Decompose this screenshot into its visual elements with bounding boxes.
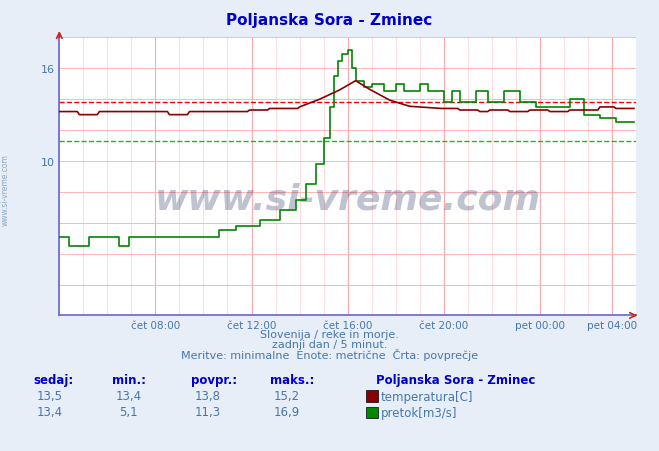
Text: 13,5: 13,5 xyxy=(36,389,63,402)
Text: Poljanska Sora - Zminec: Poljanska Sora - Zminec xyxy=(227,13,432,28)
Text: zadnji dan / 5 minut.: zadnji dan / 5 minut. xyxy=(272,340,387,350)
Text: Slovenija / reke in morje.: Slovenija / reke in morje. xyxy=(260,330,399,340)
Text: temperatura[C]: temperatura[C] xyxy=(381,390,473,403)
Text: www.si-vreme.com: www.si-vreme.com xyxy=(1,153,10,226)
Text: 5,1: 5,1 xyxy=(119,405,138,418)
Text: pretok[m3/s]: pretok[m3/s] xyxy=(381,406,457,419)
Text: maks.:: maks.: xyxy=(270,373,314,386)
Text: 13,4: 13,4 xyxy=(36,405,63,418)
Text: 13,8: 13,8 xyxy=(194,389,221,402)
Text: Poljanska Sora - Zminec: Poljanska Sora - Zminec xyxy=(376,373,535,386)
Text: 13,4: 13,4 xyxy=(115,389,142,402)
Text: 16,9: 16,9 xyxy=(273,405,300,418)
Text: 11,3: 11,3 xyxy=(194,405,221,418)
Text: sedaj:: sedaj: xyxy=(33,373,73,386)
Text: www.si-vreme.com: www.si-vreme.com xyxy=(155,182,540,216)
Text: povpr.:: povpr.: xyxy=(191,373,237,386)
Text: 15,2: 15,2 xyxy=(273,389,300,402)
Text: Meritve: minimalne  Enote: metrične  Črta: povprečje: Meritve: minimalne Enote: metrične Črta:… xyxy=(181,349,478,360)
Text: min.:: min.: xyxy=(112,373,146,386)
